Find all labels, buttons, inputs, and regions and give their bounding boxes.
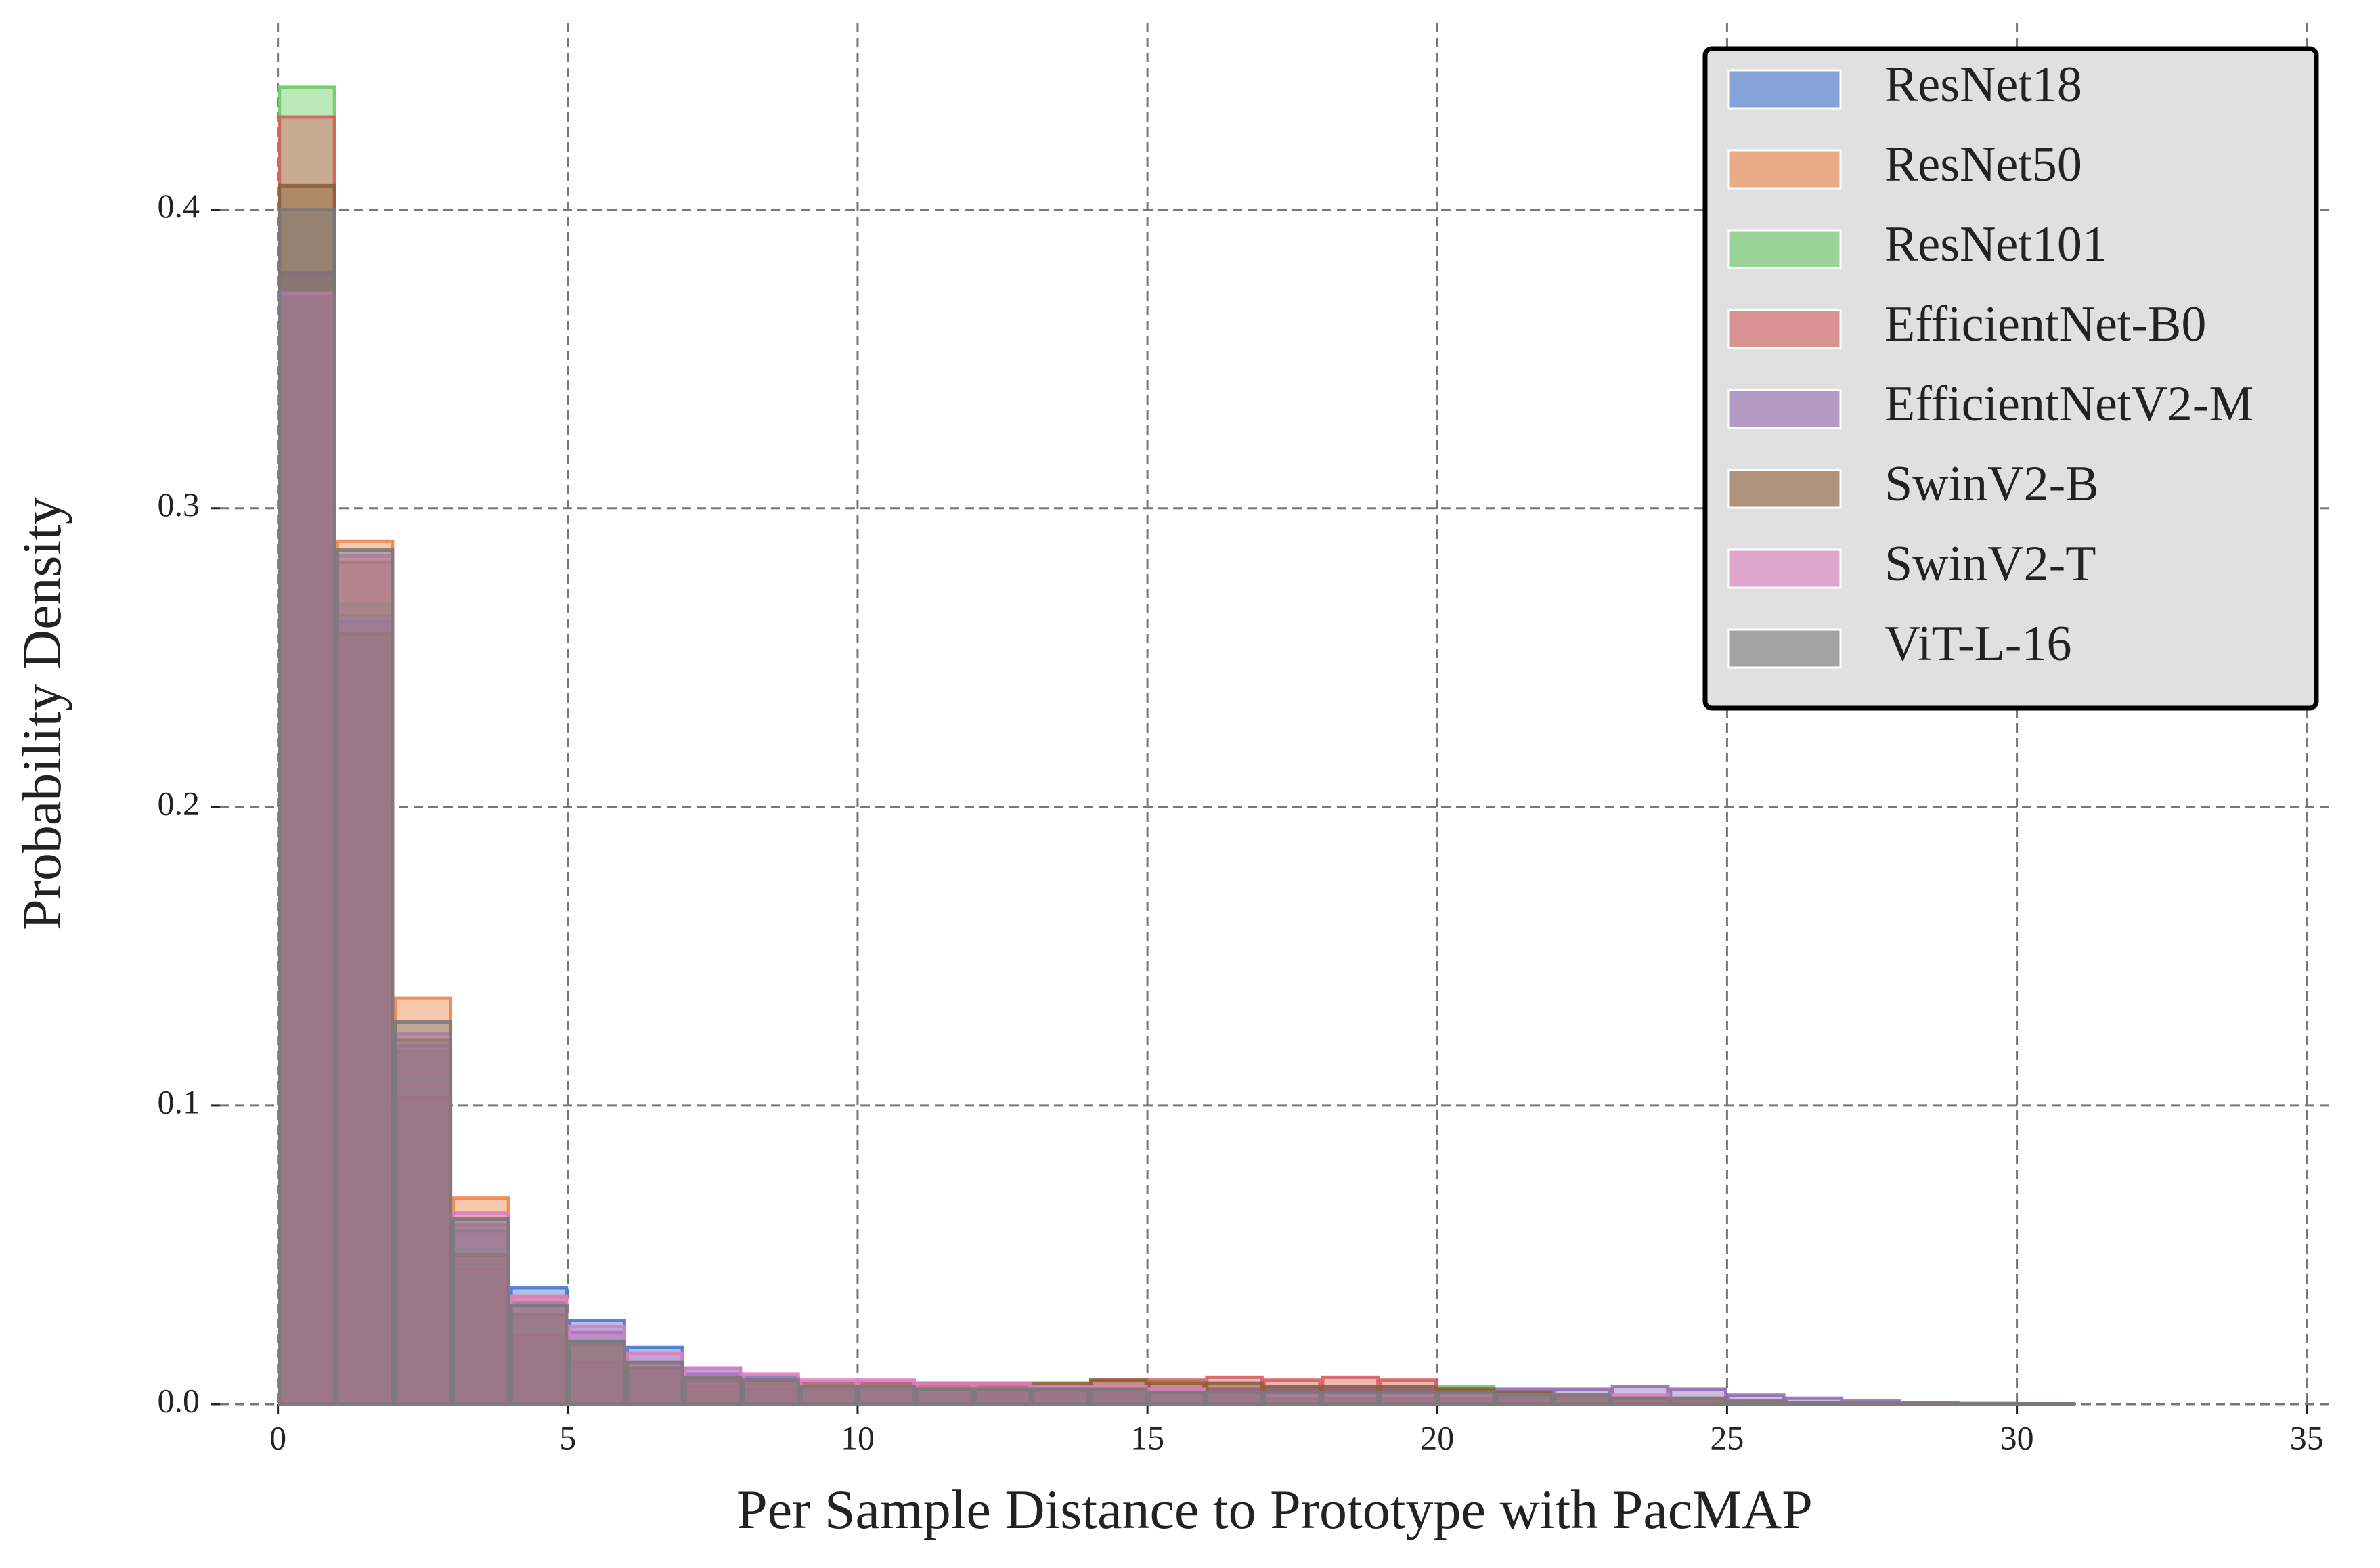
series [278, 270, 2075, 1406]
hist-bar [278, 85, 336, 1406]
hist-bar [335, 560, 395, 1406]
x-tick-label: 30 [2000, 1418, 2034, 1456]
y-axis-label: Probability Density [11, 497, 72, 930]
legend-swatch [1727, 69, 1842, 110]
legend-label: SwinV2-B [1885, 456, 2099, 512]
legend-swatch [1727, 149, 1842, 190]
hist-bar [1726, 1399, 1786, 1406]
hist-bar [509, 1303, 569, 1406]
hist-bar [451, 1217, 510, 1406]
legend-label: ResNet18 [1885, 57, 2082, 112]
hist-bar [335, 614, 395, 1406]
x-tick-label: 20 [1420, 1418, 1454, 1456]
legend-swatch [1727, 389, 1842, 429]
y-tick-label: 0.4 [158, 187, 200, 225]
hist-bar [1436, 1390, 1496, 1406]
series [278, 183, 1901, 1406]
hist-bar [393, 1044, 453, 1406]
hist-bar [1262, 1390, 1322, 1406]
hist-bar [393, 996, 453, 1406]
hist-bar [1379, 1390, 1438, 1406]
x-axis-label: Per Sample Distance to Prototype with Pa… [736, 1479, 1813, 1540]
hist-bar [1610, 1396, 1670, 1406]
hist-bar [1900, 1401, 1960, 1406]
y-tick-label: 0.2 [158, 784, 200, 822]
hist-bar [335, 554, 395, 1406]
hist-bar [278, 270, 336, 1406]
hist-bar [1669, 1396, 1727, 1406]
hist-bar [335, 548, 395, 1406]
hist-bar [625, 1360, 684, 1406]
legend-swatch [1727, 548, 1842, 589]
hist-bar [1088, 1387, 1148, 1406]
x-tick-label: 10 [841, 1418, 875, 1456]
hist-bar [335, 602, 395, 1406]
x-tick-label: 5 [559, 1418, 576, 1456]
hist-bar [509, 1294, 569, 1406]
legend-label: ResNet50 [1885, 137, 2082, 192]
y-tick-label: 0.1 [158, 1083, 200, 1120]
legend-label: SwinV2-T [1885, 536, 2096, 592]
hist-bar [857, 1385, 917, 1406]
hist-bar [393, 1032, 453, 1406]
legend-swatch [1727, 229, 1842, 269]
hist-bar [567, 1339, 626, 1406]
x-tick-label: 15 [1130, 1418, 1164, 1456]
series [278, 274, 2075, 1406]
y-tick-label: 0.3 [158, 485, 200, 523]
x-tick-label: 0 [269, 1418, 286, 1456]
legend-label: ResNet101 [1885, 217, 2107, 272]
hist-bar [278, 208, 336, 1406]
hist-bar [973, 1387, 1032, 1406]
hist-bar [1147, 1390, 1206, 1406]
hist-bar [799, 1385, 858, 1406]
series [278, 291, 1960, 1406]
y-tick-label: 0.0 [158, 1381, 200, 1419]
legend-swatch [1727, 309, 1842, 349]
legend-label: EfficientNet-B0 [1885, 297, 2206, 352]
legend-label: EfficientNetV2-M [1885, 376, 2253, 432]
series [278, 208, 2075, 1406]
hist-bar [393, 1095, 453, 1406]
x-tick-label: 25 [1710, 1418, 1744, 1456]
hist-bar [335, 632, 395, 1406]
series [278, 115, 1901, 1406]
legend-label: ViT-L-16 [1885, 616, 2071, 672]
hist-bar [1553, 1393, 1612, 1406]
hist-bar [1784, 1401, 1844, 1406]
legend-box [1702, 46, 2319, 711]
hist-bar [393, 1020, 453, 1406]
legend-swatch [1727, 469, 1842, 509]
hist-bar [278, 274, 336, 1406]
legend-swatch [1727, 628, 1842, 669]
hist-bar [1495, 1393, 1554, 1406]
hist-bar [1205, 1390, 1264, 1406]
hist-bar [451, 1247, 510, 1406]
hist-bar [1843, 1401, 1901, 1406]
hist-bar [915, 1387, 974, 1406]
hist-bar [741, 1378, 800, 1406]
hist-bar [1031, 1387, 1090, 1406]
hist-bar [683, 1375, 743, 1406]
hist-bar [1321, 1390, 1380, 1406]
x-tick-label: 35 [2290, 1418, 2324, 1456]
